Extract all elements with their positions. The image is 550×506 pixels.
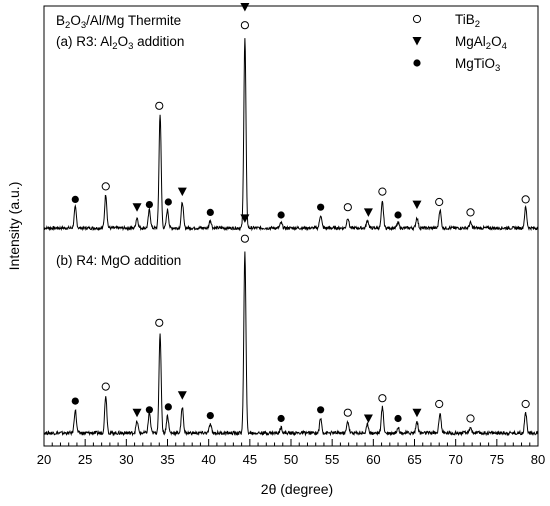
legend-symbol-open-circle: [412, 14, 422, 24]
marker-open-circle-a: [435, 197, 444, 207]
legend-label: MgAl2O4: [455, 34, 507, 52]
x-tick-label: 20: [37, 452, 51, 467]
marker-open-circle-a: [343, 203, 352, 212]
marker-down-triangle-a: [412, 200, 422, 210]
marker-filled-circle-b: [394, 414, 402, 423]
x-tick-label: 45: [243, 452, 257, 467]
marker-filled-circle-b: [317, 406, 325, 414]
marker-open-circle-b: [101, 382, 110, 391]
legend-symbol-down-triangle: [412, 37, 422, 46]
marker-down-triangle-b: [132, 408, 142, 418]
marker-down-triangle-a: [177, 187, 187, 197]
series-label-a: (a) R3: Al2O3 addition: [56, 34, 184, 52]
marker-open-circle-a: [466, 208, 475, 217]
x-tick-label: 60: [366, 452, 380, 467]
x-tick-label: 30: [119, 452, 133, 467]
marker-down-triangle-a: [132, 203, 142, 212]
series-layer: [43, 38, 539, 437]
marker-open-circle-b: [435, 399, 444, 409]
marker-filled-circle-a: [145, 201, 153, 209]
legend-label: MgTiO3: [455, 56, 500, 74]
legend-label: TiB2: [455, 12, 480, 30]
y-axis-title: Intensity (a.u.): [6, 182, 22, 271]
series-line-b: [43, 251, 539, 437]
marker-open-circle-a: [378, 187, 387, 196]
tick-layer: 20 25 30 35 40 45 50 55 60 65 70 75 80: [37, 439, 545, 467]
marker-filled-circle-a: [164, 198, 172, 206]
marker-down-triangle-b: [240, 214, 250, 223]
marker-filled-circle-b: [145, 406, 153, 414]
marker-down-triangle-a: [363, 208, 373, 217]
marker-open-circle-a: [240, 21, 249, 30]
marker-filled-circle-a: [394, 211, 402, 219]
x-tick-label: 75: [490, 452, 504, 467]
marker-filled-circle-b: [164, 403, 172, 411]
x-tick-label: 25: [78, 452, 92, 467]
x-tick-label: 50: [284, 452, 298, 467]
x-tick-label: 35: [160, 452, 174, 467]
x-axis-title: 2θ (degree): [261, 481, 333, 497]
x-tick-label: 65: [407, 452, 421, 467]
marker-down-triangle-b: [177, 391, 187, 400]
marker-open-circle-b: [155, 318, 164, 327]
marker-open-circle-a: [521, 195, 530, 204]
plot-frame: [43, 5, 539, 447]
chart-title: B2O3/Al/Mg Thermite: [56, 13, 181, 31]
x-tick-label: 40: [201, 452, 215, 467]
legend: TiB2 MgAl2O4 MgTiO3: [412, 12, 507, 74]
marker-open-circle-a: [101, 182, 110, 191]
marker-open-circle-b: [343, 408, 352, 417]
marker-filled-circle-b: [277, 414, 285, 423]
marker-filled-circle-b: [71, 397, 79, 405]
marker-filled-circle-a: [206, 208, 214, 216]
marker-open-circle-b: [378, 394, 387, 403]
series-line-a: [43, 38, 539, 232]
marker-down-triangle-a: [240, 3, 250, 12]
marker-down-triangle-b: [412, 408, 422, 418]
marker-filled-circle-a: [277, 211, 285, 219]
marker-layer: [71, 3, 530, 423]
marker-filled-circle-a: [317, 203, 325, 211]
series-label-b: (b) R4: MgO addition: [56, 253, 181, 268]
marker-filled-circle-b: [206, 412, 214, 420]
x-tick-label: 55: [325, 452, 339, 467]
marker-open-circle-b: [240, 234, 249, 243]
marker-down-triangle-b: [363, 414, 373, 423]
marker-open-circle-b: [521, 399, 530, 409]
legend-symbol-filled-circle: [413, 59, 421, 67]
x-tick-label: 80: [531, 452, 545, 467]
x-tick-label: 70: [448, 452, 462, 467]
marker-open-circle-b: [466, 414, 475, 423]
marker-filled-circle-a: [71, 195, 79, 203]
marker-open-circle-a: [155, 101, 164, 110]
